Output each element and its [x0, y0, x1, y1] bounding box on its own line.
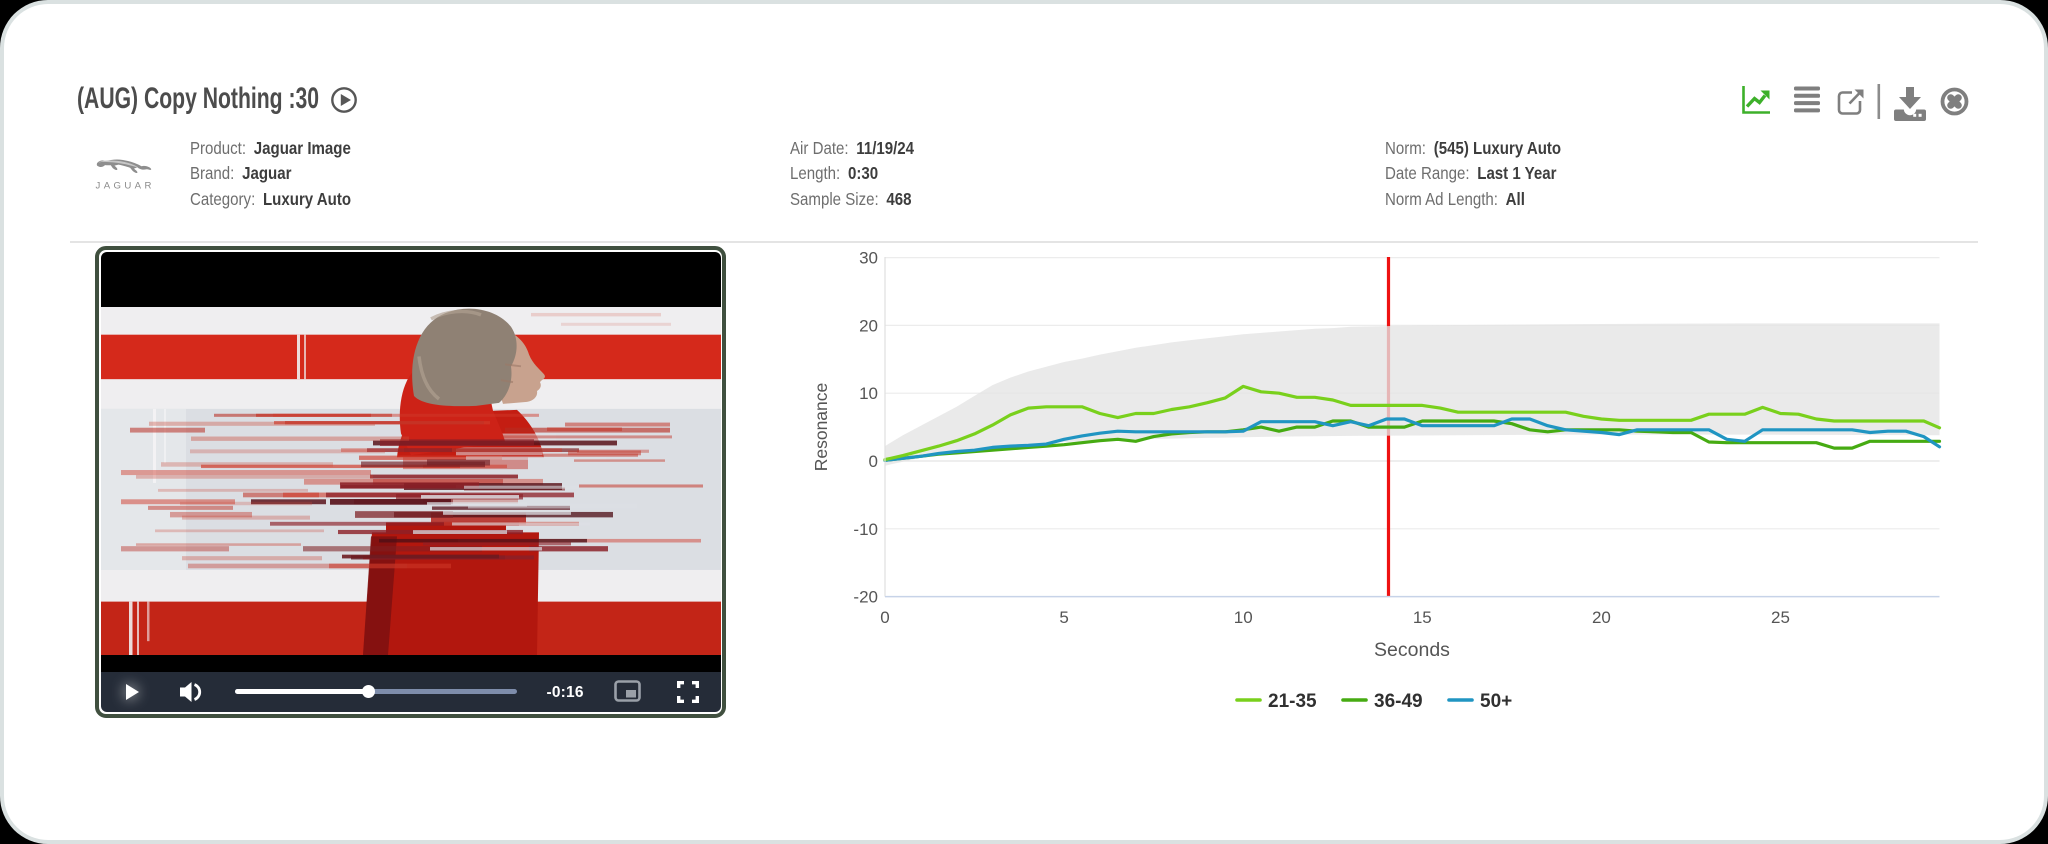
svg-text:50+: 50+ [1480, 691, 1512, 712]
svg-text:20: 20 [1592, 608, 1611, 627]
svg-text:30: 30 [859, 249, 878, 268]
svg-text:JAGUAR: JAGUAR [96, 181, 155, 192]
svg-text:5: 5 [1059, 608, 1068, 627]
svg-text:Resonance: Resonance [811, 383, 831, 472]
svg-text:25: 25 [1771, 608, 1790, 627]
svg-text:10: 10 [859, 384, 878, 403]
svg-text:Seconds: Seconds [1374, 639, 1450, 661]
svg-text:-20: -20 [853, 588, 878, 607]
svg-text:-10: -10 [853, 520, 878, 539]
svg-text:0: 0 [869, 452, 878, 471]
svg-text:15: 15 [1413, 608, 1432, 627]
svg-text:36-49: 36-49 [1374, 691, 1423, 712]
svg-text:0: 0 [880, 608, 889, 627]
svg-text:21-35: 21-35 [1268, 691, 1317, 712]
svg-text:10: 10 [1234, 608, 1253, 627]
svg-text:20: 20 [859, 316, 878, 335]
